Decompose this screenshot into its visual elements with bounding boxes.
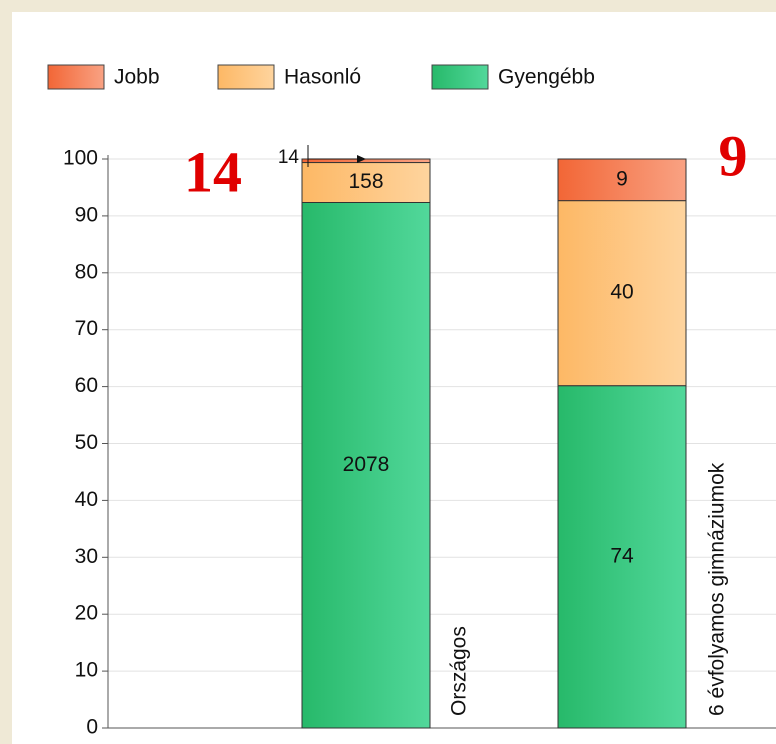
y-tick-label: 50: [75, 431, 98, 454]
bar-segment: [301, 158, 431, 164]
y-tick-label: 90: [75, 203, 98, 226]
y-tick-label: 10: [75, 659, 98, 682]
bar-segment: [301, 201, 431, 729]
value-label: 158: [348, 170, 383, 193]
legend-swatch: [217, 64, 275, 90]
callout-arrow: [357, 155, 366, 163]
value-label: 74: [610, 544, 634, 567]
y-tick-label: 100: [63, 147, 98, 170]
bar-segment: [301, 162, 431, 203]
value-label: 9: [616, 167, 628, 190]
bar-segment: [557, 158, 687, 202]
y-tick-label: 80: [75, 260, 98, 283]
annotation: 14: [184, 139, 242, 204]
category-label: 6 évfolyamos gimnáziumok: [706, 462, 729, 716]
value-label: 40: [610, 281, 633, 304]
y-tick-label: 20: [75, 602, 98, 625]
legend-label: Hasonló: [284, 66, 361, 89]
value-label: 14: [278, 147, 300, 168]
annotation: 9: [719, 123, 748, 188]
y-tick-label: 30: [75, 545, 98, 568]
y-tick-label: 60: [75, 374, 98, 397]
legend-label: Gyengébb: [498, 66, 595, 89]
y-tick-label: 40: [75, 488, 98, 511]
y-tick-label: 70: [75, 317, 98, 340]
value-label: 2078: [343, 453, 390, 476]
y-tick-label: 0: [86, 716, 98, 739]
legend-swatch: [431, 64, 489, 90]
legend-label: Jobb: [114, 66, 160, 89]
legend-swatch: [47, 64, 105, 90]
category-label: Országos: [448, 626, 471, 716]
bar-segment: [557, 385, 687, 729]
